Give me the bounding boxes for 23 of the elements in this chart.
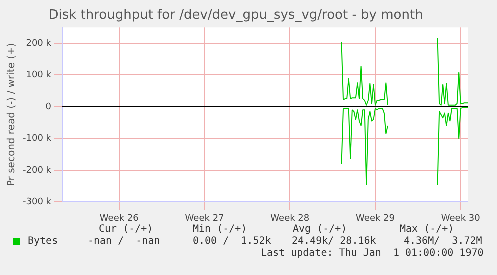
text: 0.00 / 1.52k [193, 236, 272, 248]
text: -nan / -nan [88, 236, 160, 248]
y-tick-label: 100 k [26, 70, 52, 81]
text: Last update: Thu Jan 1 01:00:00 1970 [261, 248, 484, 260]
x-tick-label: Week 26 [100, 214, 140, 224]
y-tick-label: 200 k [26, 38, 52, 49]
chart-title: Disk throughput for /dev/dev_gpu_sys_vg/root - by month [48, 8, 424, 24]
x-tick-label: Week 29 [356, 214, 396, 224]
text: Min (-/+) [193, 224, 248, 236]
x-tick-label: Week 28 [270, 214, 310, 224]
y-tick-label: 0 [46, 102, 52, 112]
legend-label: Bytes [28, 236, 58, 247]
text: 24.49k/ 28.16k [292, 236, 376, 248]
text: Max (-/+) [400, 224, 454, 236]
y-tick-label: -200 k [23, 166, 52, 176]
text: Avg (-/+) [293, 224, 348, 236]
x-tick-label: Week 30 [441, 214, 481, 224]
text: 4.36M/ 3.72M [404, 236, 482, 248]
y-tick-label: -300 k [23, 198, 52, 208]
text: Cur (-/+) [99, 224, 154, 236]
y-axis-title: Pr second read (-) / write (+) [6, 43, 18, 187]
y-tick-label: -100 k [23, 134, 52, 144]
x-tick-label: Week 27 [185, 214, 224, 224]
